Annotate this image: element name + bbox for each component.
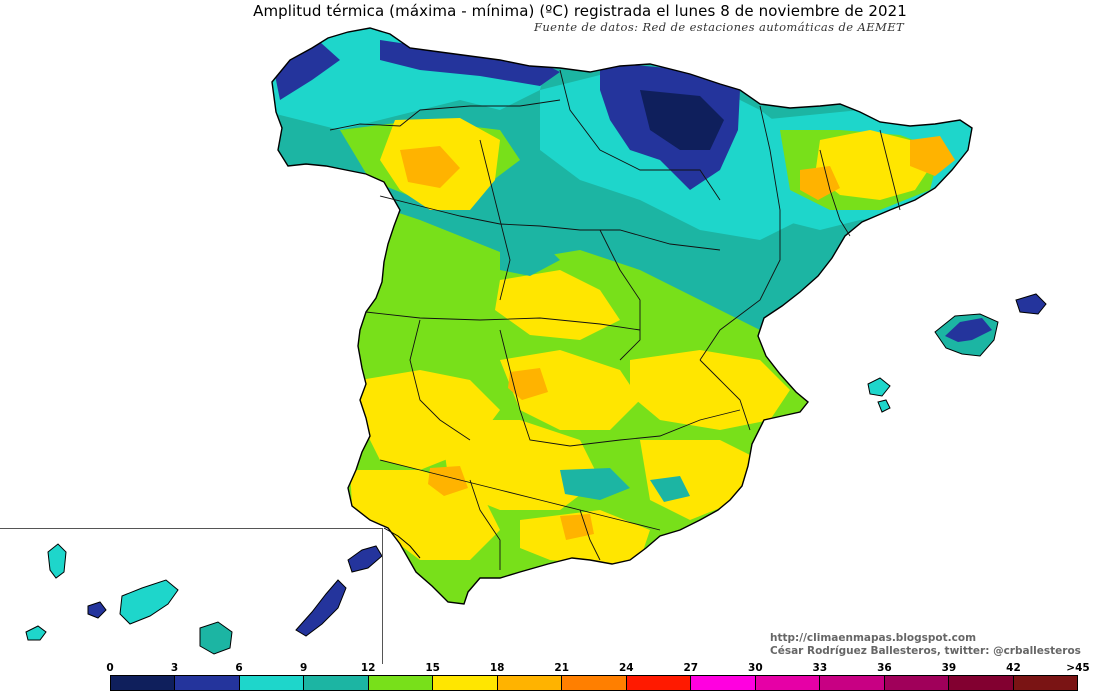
legend-tick-label: 21 [554,662,570,674]
legend-tick-label: 12 [360,662,376,674]
canary-islands [25,543,383,655]
legend-swatch [626,676,692,690]
legend-tick-label: 3 [170,662,179,674]
color-legend: 0 3 6 9 12 15 18 21 24 27 30 33 36 39 42 >45 [106,662,1098,691]
legend-swatch [755,676,821,690]
legend-tick-label: 9 [299,662,308,674]
legend-swatch [1013,676,1078,690]
legend-swatch [368,676,434,690]
legend-tick-label: 0 [106,662,114,674]
legend-tick-label: 15 [425,662,440,674]
africa-coastline [383,527,421,559]
legend-tick-label: 42 [1006,662,1021,674]
legend-bar [110,675,1078,691]
balearic-islands [867,293,1047,413]
legend-tick-label: 36 [877,662,892,674]
legend-tick-label: 30 [748,662,763,674]
legend-swatch [111,676,176,690]
legend-ticks: 0 3 6 9 12 15 18 21 24 27 30 33 36 39 42 >45 [106,662,1098,675]
legend-swatch [239,676,305,690]
legend-tick-label: >45 [1066,662,1090,674]
map-title: Amplitud térmica (máxima - mínima) (ºC) … [253,2,907,20]
legend-swatch [820,676,885,690]
legend-swatch [949,676,1014,690]
legend-tick-label: 39 [941,662,957,674]
legend-tick-label: 27 [683,662,699,674]
canary-inset-frame [0,528,383,664]
legend-swatch [433,676,498,690]
legend-swatch [497,676,563,690]
data-source-subtitle: Fuente de datos: Red de estaciones autom… [534,20,905,34]
author-credit: César Rodríguez Ballesteros, twitter: @c… [770,645,1081,657]
blog-link[interactable]: http://climaenmapas.blogspot.com [770,632,977,644]
legend-tick-label: 6 [235,662,243,674]
peninsula [271,27,973,605]
legend-swatch [562,676,627,690]
legend-swatch [691,676,756,690]
legend-tick-label: 24 [618,662,634,674]
legend-swatch [884,676,950,690]
legend-tick-label: 18 [489,662,505,674]
legend-tick-label: 33 [812,662,828,674]
legend-swatch [304,676,369,690]
credits: http://climaenmapas.blogspot.com César R… [770,632,1081,658]
legend-swatch [175,676,240,690]
regional-borders [329,69,901,570]
